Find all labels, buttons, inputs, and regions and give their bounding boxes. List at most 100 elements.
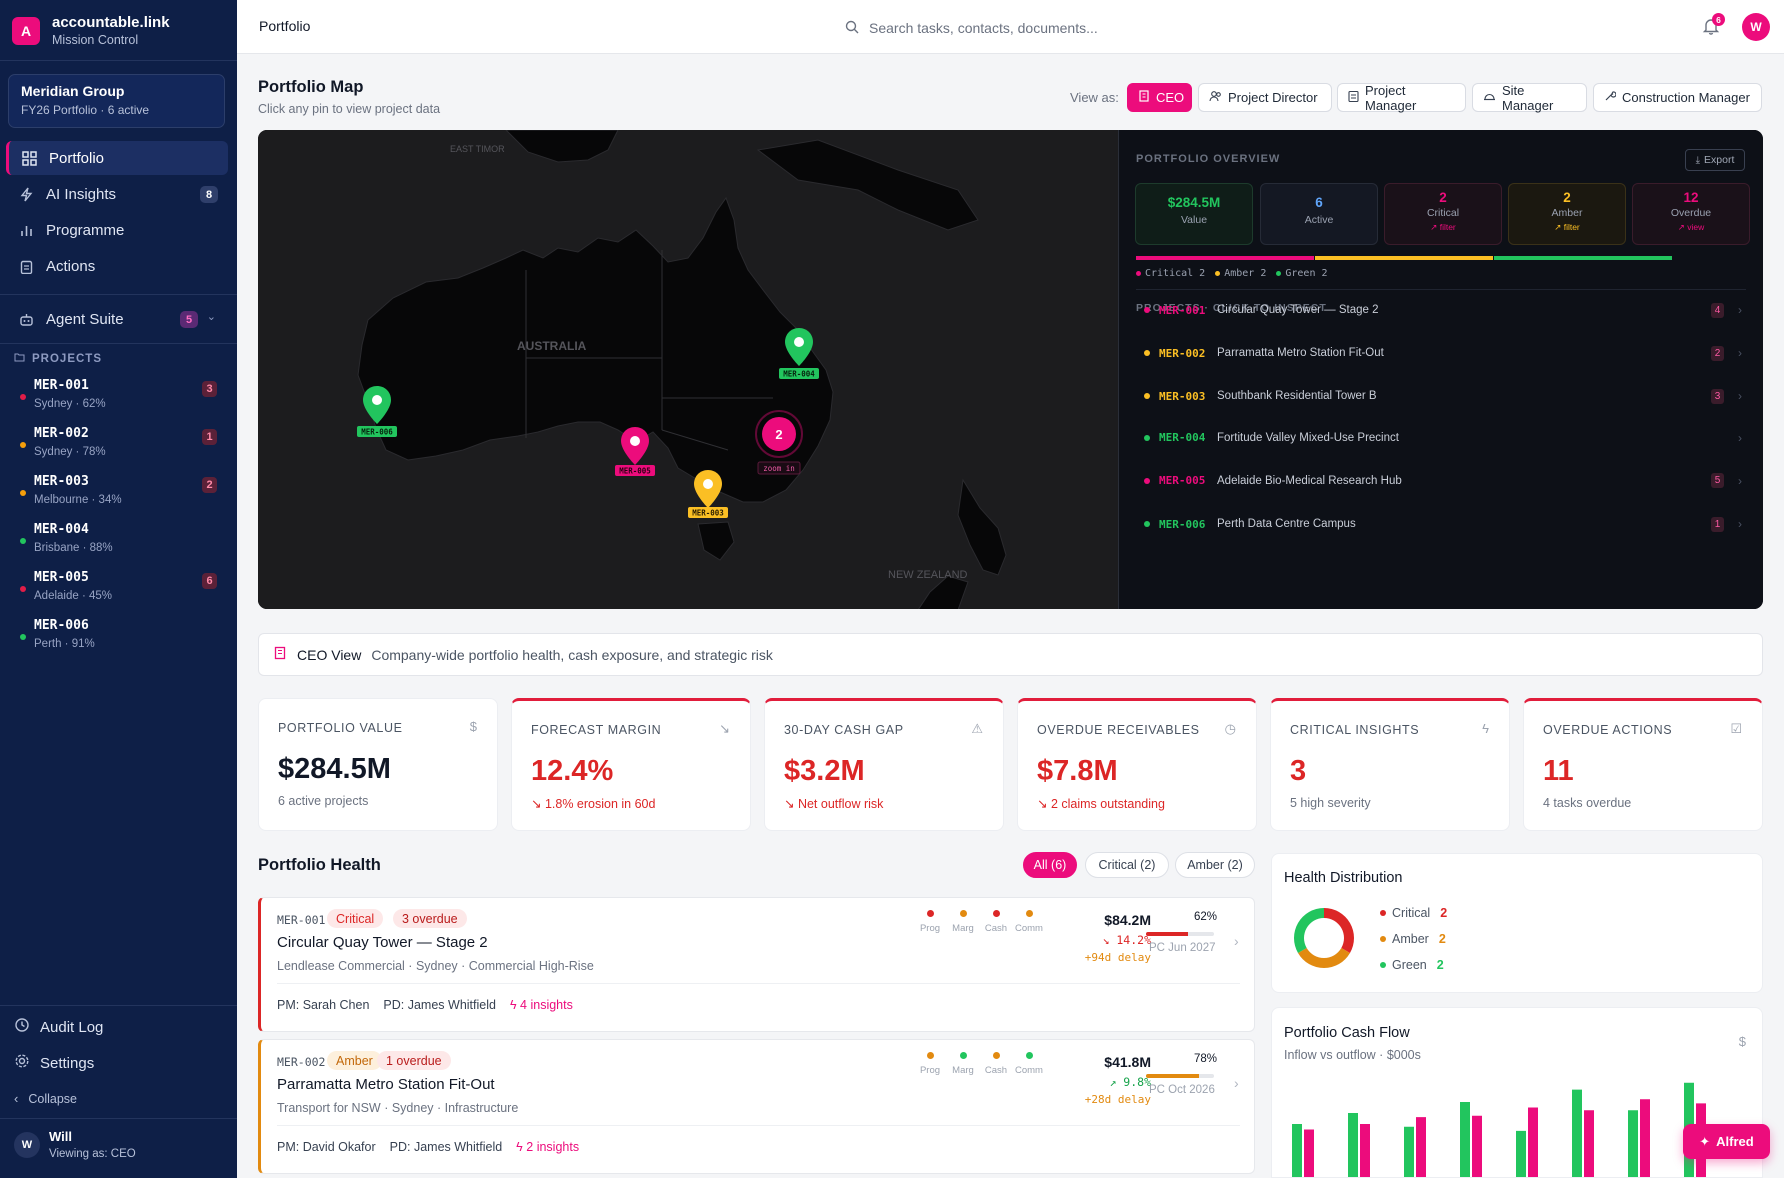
indicator-label: Comm (1015, 923, 1043, 934)
overview-project-mer-005[interactable]: MER-005 Adelaide Bio-Medical Research Hub… (1136, 461, 1746, 501)
sidebar-item-mer-003[interactable]: MER-003 Melbourne · 34% 2 (20, 472, 225, 518)
role-project-director-button[interactable]: Project Director (1198, 83, 1332, 112)
map-canvas[interactable]: EAST TIMOR AUSTRALIA NEW ZEALAND MER-004… (258, 130, 1118, 609)
sidebar-item-mer-005[interactable]: MER-005 Adelaide · 45% 6 (20, 568, 225, 614)
nav-settings[interactable]: Settings (14, 1053, 94, 1073)
nav-agent-suite[interactable]: Agent Suite 5 ⌄ (6, 302, 228, 336)
role-project-manager-button[interactable]: Project Manager (1337, 83, 1466, 113)
clipboard-icon (1348, 90, 1359, 105)
map-label-new-zealand: NEW ZEALAND (888, 569, 968, 581)
breadcrumb[interactable]: Portfolio (259, 18, 311, 34)
overview-stat-critical[interactable]: 2 Critical ↗ filter (1384, 183, 1502, 245)
kpi-overdue-actions[interactable]: OVERDUE ACTIONS ☑ 11 4 tasks overdue (1523, 698, 1763, 831)
card-subtitle: Inflow vs outflow · $000s (1284, 1048, 1421, 1062)
filter-all[interactable]: All (6) (1023, 852, 1077, 878)
brand-logo: A (12, 16, 40, 45)
status-dot (1144, 521, 1150, 527)
stat-filter-link[interactable]: ↗ filter (1430, 222, 1456, 232)
status-dot (20, 538, 26, 544)
notifications-button[interactable]: 6 (1702, 13, 1725, 38)
sparkle-icon (18, 186, 34, 202)
divider (277, 1125, 1240, 1126)
project-name: Perth Data Centre Campus (1217, 518, 1356, 530)
map-cluster[interactable]: 2 zoom in (755, 410, 803, 475)
nav-actions[interactable]: Actions (6, 249, 228, 283)
project-card-mer-001[interactable]: MER-001 Critical 3 overdue Circular Quay To… (258, 897, 1255, 1032)
dollar-icon: $ (469, 719, 477, 734)
overview-stat-amber[interactable]: 2 Amber ↗ filter (1508, 183, 1626, 245)
indicator-marg: Marg (948, 1052, 978, 1076)
insights-link[interactable]: ϟ 4 insights (510, 998, 573, 1012)
sidebar-item-mer-004[interactable]: MER-004 Brisbane · 88% (20, 520, 225, 566)
sidebar-item-mer-002[interactable]: MER-002 Sydney · 78% 1 (20, 424, 225, 470)
status-dot (1144, 350, 1150, 357)
search-input[interactable]: Search tasks, contacts, documents... (845, 17, 1175, 39)
kpi-value: $284.5M (278, 753, 391, 785)
map-pin-mer-004[interactable]: MER-004 (779, 328, 819, 379)
margin-change: ↘ 14.2% (1102, 933, 1151, 947)
status-badge: Amber (327, 1051, 382, 1070)
nav-portfolio[interactable]: Portfolio (6, 141, 228, 175)
overview-stat-overdue[interactable]: 12 Overdue ↗ view (1632, 183, 1750, 245)
export-button[interactable]: ⤓ Export (1685, 149, 1745, 171)
role-construction-manager-button[interactable]: Construction Manager (1593, 83, 1762, 112)
overview-project-mer-004[interactable]: MER-004 Fortitude Valley Mixed-Use Precin… (1136, 418, 1746, 458)
kpi-portfolio-value[interactable]: PORTFOLIO VALUE $ $284.5M 6 active proje… (258, 698, 498, 831)
alfred-assistant-button[interactable]: ✦ Alfred (1683, 1124, 1770, 1159)
insights-link[interactable]: ϟ 2 insights (516, 1140, 579, 1154)
project-meta: Sydney · 62% (34, 398, 106, 410)
sidebar-item-mer-001[interactable]: MER-001 Sydney · 62% 3 (20, 376, 225, 422)
nav-programme[interactable]: Programme (6, 213, 228, 247)
brand[interactable]: A accountable.link Mission Control (12, 14, 170, 47)
map-pin-mer-003[interactable]: MER-003 (688, 470, 728, 518)
divider (0, 294, 237, 295)
kpi-overdue-receivables[interactable]: OVERDUE RECEIVABLES ◷ $7.8M ↘ 2 claims o… (1017, 698, 1257, 831)
stat-label: Overdue (1670, 207, 1712, 219)
trend-down-icon: ↘ (719, 721, 730, 736)
health-distribution-card: Health Distribution Critical 2 Amber 2 Gre… (1271, 853, 1763, 993)
collapse-button[interactable]: ‹ Collapse (14, 1091, 77, 1106)
overview-project-mer-001[interactable]: MER-001 Circular Quay Tower — Stage 2 4 › (1136, 290, 1746, 330)
overview-project-mer-006[interactable]: MER-006 Perth Data Centre Campus 1 › (1136, 504, 1746, 544)
stat-value: 2 (1439, 190, 1447, 205)
clock-icon: ◷ (1224, 721, 1236, 736)
project-code: MER-006 (1159, 517, 1206, 531)
sidebar: A accountable.link Mission Control Merid… (0, 0, 237, 1178)
chevron-right-icon: › (1738, 389, 1742, 404)
cash-flow-bar (1516, 1130, 1526, 1177)
cash-flow-card: Portfolio Cash Flow Inflow vs outflow · … (1271, 1007, 1763, 1178)
map-pin-mer-006[interactable]: MER-006 (357, 386, 397, 437)
ceo-view-description: Company-wide portfolio health, cash expo… (371, 646, 773, 663)
kpi-cash-gap[interactable]: 30-DAY CASH GAP ⚠ $3.2M ↘ Net outflow ri… (764, 698, 1004, 831)
sidebar-item-mer-006[interactable]: MER-006 Perth · 91% (20, 616, 225, 662)
progress-label: 62% (1193, 911, 1217, 923)
insights-label: 2 insights (526, 1140, 580, 1154)
overview-project-mer-003[interactable]: MER-003 Southbank Residential Tower B 3 › (1136, 376, 1746, 416)
avatar[interactable]: W (14, 1132, 40, 1158)
nav-audit-log[interactable]: Audit Log (14, 1017, 103, 1037)
org-switcher[interactable]: Meridian Group FY26 Portfolio · 6 active (8, 74, 225, 128)
stat-filter-link[interactable]: ↗ filter (1554, 222, 1580, 232)
overview-stat-value: $284.5M Value (1135, 183, 1253, 245)
kpi-forecast-margin[interactable]: FORECAST MARGIN ↘ 12.4% ↘ 1.8% erosion i… (511, 698, 751, 831)
indicator-label: Prog (919, 923, 941, 934)
chevron-down-icon[interactable]: ⌄ (206, 311, 216, 323)
role-site-manager-button[interactable]: Site Manager (1472, 83, 1587, 113)
project-card-mer-002[interactable]: MER-002 Amber 1 overdue Parramatta Metro St… (258, 1039, 1255, 1174)
filter-amber[interactable]: Amber (2) (1175, 852, 1255, 878)
map-pin-mer-005[interactable]: MER-005 (615, 427, 655, 476)
delay-label: +28d delay (1084, 1093, 1151, 1106)
kpi-value: $3.2M (784, 755, 865, 787)
project-name: Circular Quay Tower — Stage 2 (1217, 304, 1379, 316)
avatar[interactable]: W (1742, 13, 1770, 41)
role-ceo-button[interactable]: CEO (1127, 83, 1192, 112)
kpi-title: PORTFOLIO VALUE (278, 721, 403, 735)
stat-view-link[interactable]: ↗ view (1677, 222, 1705, 232)
legend-critical: Critical 2 (1380, 906, 1447, 920)
filter-critical[interactable]: Critical (2) (1085, 852, 1169, 878)
overview-project-mer-002[interactable]: MER-002 Parramatta Metro Station Fit-Out 2… (1136, 333, 1746, 373)
stat-value: 6 (1315, 195, 1323, 210)
kpi-critical-insights[interactable]: CRITICAL INSIGHTS ϟ 3 5 high severity (1270, 698, 1510, 831)
legend-amber: Amber 2 (1215, 268, 1266, 279)
nav-ai-insights[interactable]: AI Insights 8 (6, 177, 228, 211)
